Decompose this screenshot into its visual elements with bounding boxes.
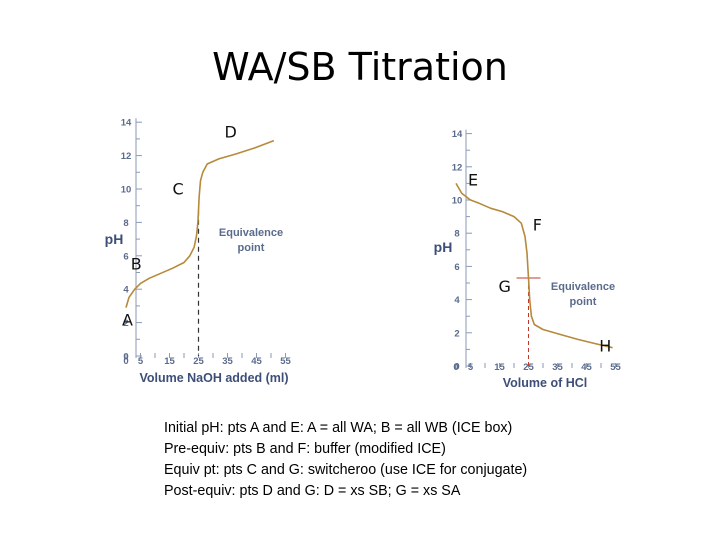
titration-curve: [455, 182, 613, 349]
x-tick-label: 45: [251, 356, 262, 367]
x-axis-label: Volume NaOH added (ml): [139, 371, 288, 385]
equivalence-label: point: [238, 242, 265, 254]
x-tick-label: 55: [610, 362, 621, 373]
point-label-f: F: [533, 215, 542, 234]
y-tick-label: 8: [123, 218, 128, 229]
x-axis-label: Volume of HCl: [503, 376, 588, 390]
x-tick-label: 25: [193, 356, 204, 367]
point-label-a: A: [122, 311, 133, 330]
y-tick-label: 10: [452, 196, 463, 207]
y-tick-label: 4: [123, 285, 129, 296]
y-tick-label: 12: [121, 151, 132, 162]
equivalence-label: point: [570, 296, 597, 308]
y-tick-label: 10: [121, 185, 132, 196]
slide-title: WA/SB Titration: [212, 45, 508, 89]
notes-list: Initial pH: pts A and E: A = all WA; B =…: [164, 418, 704, 502]
x-tick-label: 0: [123, 356, 128, 367]
point-label-d: D: [225, 122, 237, 141]
note-line: Equiv pt: pts C and G: switcheroo (use I…: [164, 462, 528, 478]
x-tick-label: 25: [523, 362, 534, 373]
y-tick-label: 2: [123, 318, 128, 329]
y-tick-label: 8: [454, 229, 459, 240]
equivalence-label: Equivalence: [219, 227, 283, 239]
point-label-e: E: [468, 170, 478, 189]
x-tick-label: 35: [552, 362, 563, 373]
y-tick-label: 2: [454, 328, 459, 339]
titration-curve: [125, 139, 275, 308]
y-axis-label: pH: [434, 239, 453, 255]
y-tick-label: 4: [454, 295, 460, 306]
x-tick-label: 15: [494, 362, 505, 373]
x-tick-label: 0: [453, 362, 458, 373]
x-tick-label: 35: [222, 356, 233, 367]
x-tick-label: 5: [468, 362, 474, 373]
y-tick-label: 14: [452, 129, 463, 140]
x-tick-label: 55: [280, 356, 291, 367]
y-axis-label: pH: [105, 231, 124, 247]
y-tick-label: 12: [452, 162, 463, 173]
y-tick-label: 14: [121, 118, 132, 129]
x-tick-label: 15: [164, 356, 175, 367]
x-tick-label: 45: [581, 362, 592, 373]
y-tick-label: 6: [454, 262, 459, 273]
note-line: Post-equiv: pts D and G: D = xs SB; G = …: [164, 483, 461, 499]
equivalence-label: Equivalence: [551, 281, 615, 293]
point-label-b: B: [131, 254, 142, 273]
point-label-g: G: [499, 277, 511, 296]
note-line: Pre-equiv: pts B and F: buffer (modified…: [164, 441, 446, 457]
x-tick-label: 5: [138, 356, 144, 367]
y-tick-label: 0: [454, 362, 459, 373]
y-tick-label: 6: [123, 251, 128, 262]
point-label-c: C: [173, 180, 184, 199]
note-line: Initial pH: pts A and E: A = all WA; B =…: [164, 420, 513, 436]
point-label-h: H: [599, 337, 611, 356]
